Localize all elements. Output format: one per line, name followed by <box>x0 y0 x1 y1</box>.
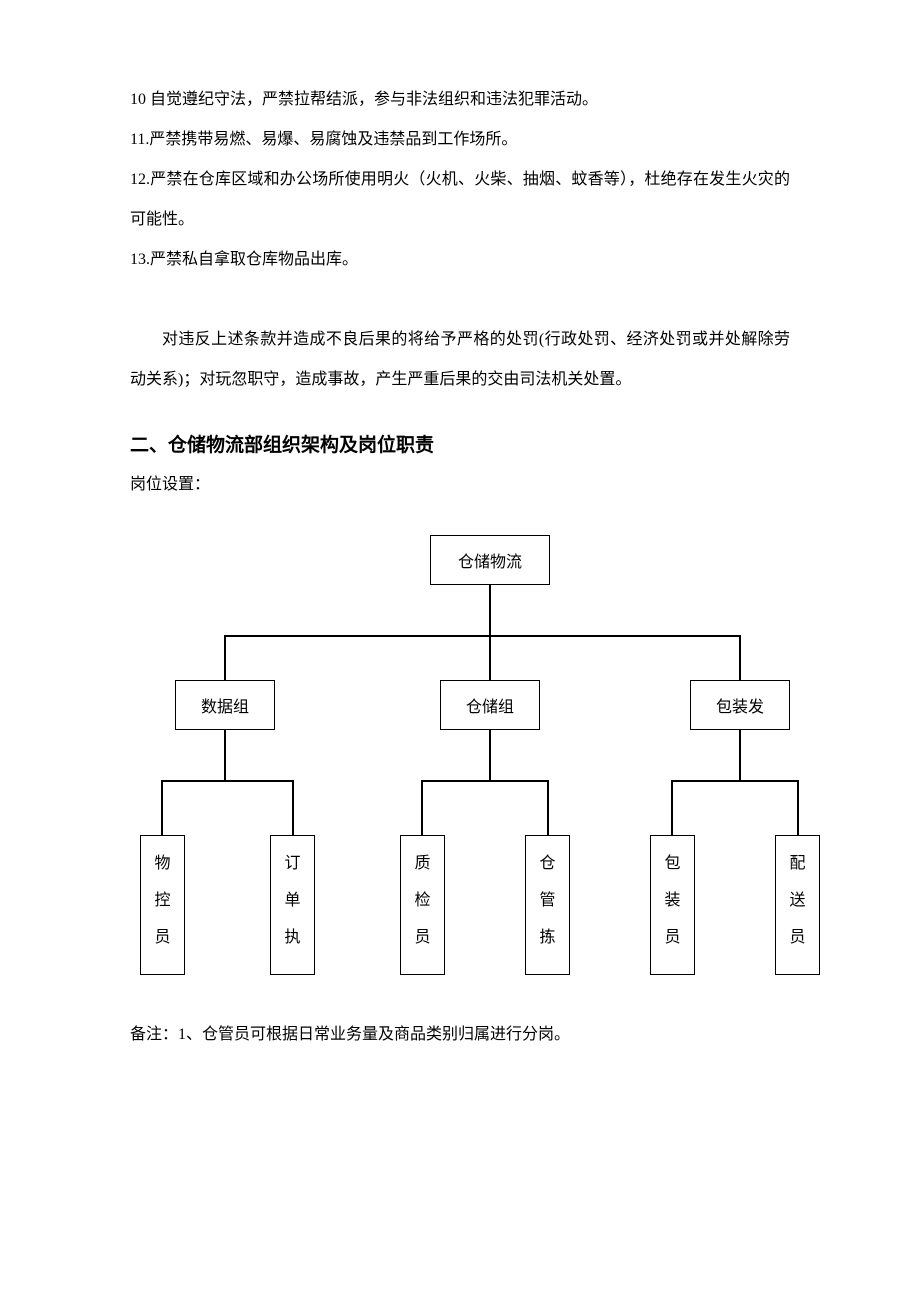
conn-mid2-out <box>489 730 491 780</box>
conn-mid1-out <box>224 730 226 780</box>
org-mid-label-2: 仓储组 <box>466 693 514 717</box>
leaf1-c3: 员 <box>141 920 184 957</box>
org-leaf-node-5: 包 装 员 <box>650 835 695 975</box>
conn-leaf-drop-5 <box>671 780 673 835</box>
conn-leaf-drop-1 <box>161 780 163 835</box>
conn-mid-drop-1 <box>224 635 226 680</box>
leaf2-c3: 执 <box>271 920 314 957</box>
leaf3-c1: 质 <box>401 846 444 883</box>
org-leaf-node-1: 物 控 员 <box>140 835 185 975</box>
org-mid-node-1: 数据组 <box>175 680 275 730</box>
conn-mid-drop-2 <box>489 635 491 680</box>
section-2-title: 二、仓储物流部组织架构及岗位职责 <box>130 430 790 457</box>
org-leaf-node-2: 订 单 执 <box>270 835 315 975</box>
org-mid-label-1: 数据组 <box>201 693 249 717</box>
leaf5-c2: 装 <box>651 883 694 920</box>
conn-mid-hbar <box>224 635 741 637</box>
leaf6-c3: 员 <box>776 920 819 957</box>
conn-leaf-hbar-3 <box>671 780 799 782</box>
conn-leaf-hbar-1 <box>161 780 294 782</box>
rule-10: 10 自觉遵纪守法，严禁拉帮结派，参与非法组织和违法犯罪活动。 <box>130 80 790 120</box>
leaf4-c2: 管 <box>526 883 569 920</box>
org-chart: 仓储物流 数据组 仓储组 包装发 物 控 员 订 单 执 质 检 员 <box>130 535 790 985</box>
org-root-node: 仓储物流 <box>430 535 550 585</box>
conn-leaf-drop-6 <box>797 780 799 835</box>
leaf6-c2: 送 <box>776 883 819 920</box>
rule-12: 12.严禁在仓库区域和办公场所使用明火（火机、火柴、抽烟、蚊香等），杜绝存在发生… <box>130 160 790 240</box>
penalty-paragraph: 对违反上述条款并造成不良后果的将给予严格的处罚(行政处罚、经济处罚或并处解除劳动… <box>130 320 790 400</box>
org-mid-node-3: 包装发 <box>690 680 790 730</box>
org-root-label: 仓储物流 <box>458 548 522 572</box>
conn-leaf-hbar-2 <box>421 780 549 782</box>
rule-13: 13.严禁私自拿取仓库物品出库。 <box>130 240 790 280</box>
leaf5-c1: 包 <box>651 846 694 883</box>
conn-mid-drop-3 <box>739 635 741 680</box>
leaf2-c1: 订 <box>271 846 314 883</box>
org-leaf-node-4: 仓 管 拣 <box>525 835 570 975</box>
leaf4-c3: 拣 <box>526 920 569 957</box>
conn-leaf-drop-4 <box>547 780 549 835</box>
org-mid-node-2: 仓储组 <box>440 680 540 730</box>
leaf5-c3: 员 <box>651 920 694 957</box>
org-leaf-node-3: 质 检 员 <box>400 835 445 975</box>
org-mid-label-3: 包装发 <box>716 693 764 717</box>
leaf2-c2: 单 <box>271 883 314 920</box>
conn-root-drop <box>489 585 491 635</box>
conn-leaf-drop-2 <box>292 780 294 835</box>
section-2-subtitle: 岗位设置： <box>130 465 790 505</box>
conn-leaf-drop-3 <box>421 780 423 835</box>
leaf4-c1: 仓 <box>526 846 569 883</box>
rule-11: 11.严禁携带易燃、易爆、易腐蚀及违禁品到工作场所。 <box>130 120 790 160</box>
leaf1-c2: 控 <box>141 883 184 920</box>
note-text: 备注：1、仓管员可根据日常业务量及商品类别归属进行分岗。 <box>130 1015 790 1055</box>
conn-mid3-out <box>739 730 741 780</box>
leaf3-c2: 检 <box>401 883 444 920</box>
leaf3-c3: 员 <box>401 920 444 957</box>
leaf6-c1: 配 <box>776 846 819 883</box>
leaf1-c1: 物 <box>141 846 184 883</box>
org-leaf-node-6: 配 送 员 <box>775 835 820 975</box>
